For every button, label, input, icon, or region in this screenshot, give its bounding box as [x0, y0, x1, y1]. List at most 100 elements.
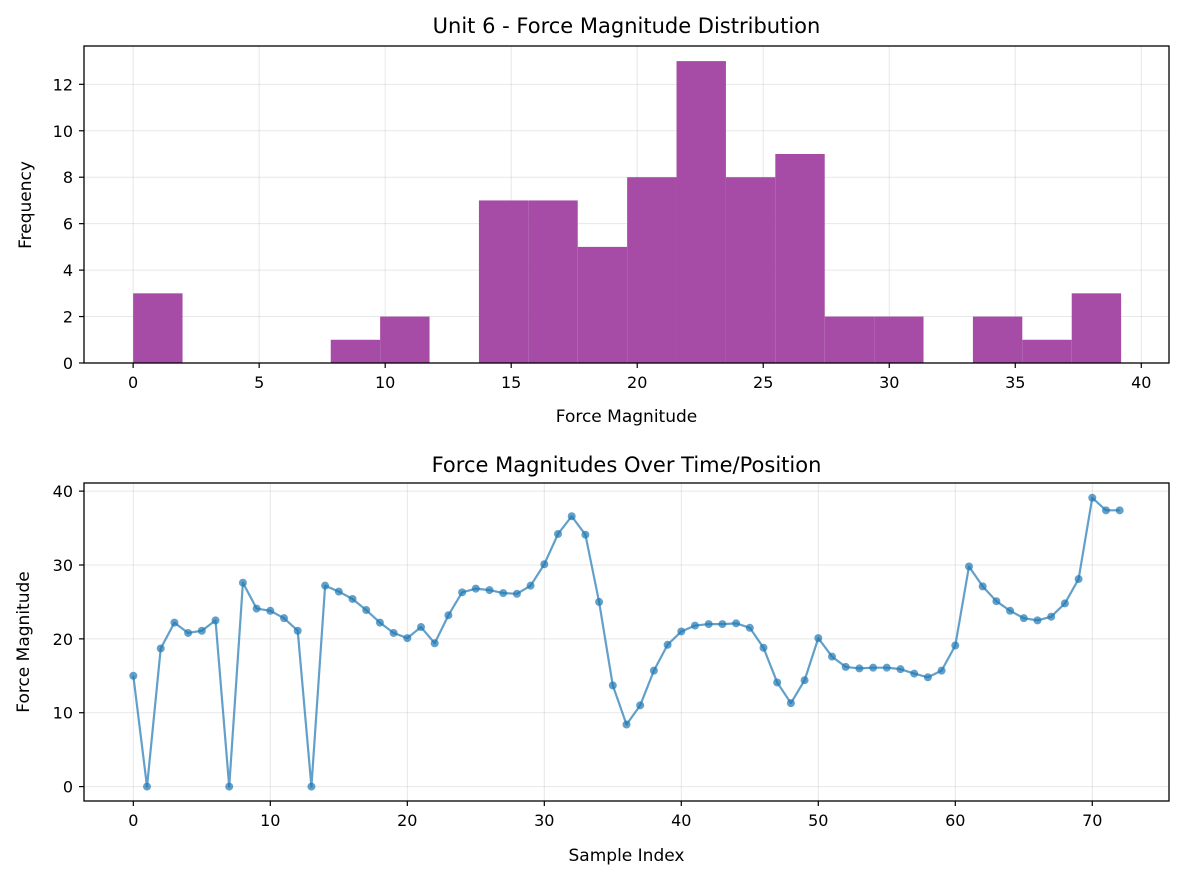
data-point: [1101, 506, 1110, 515]
data-point: [773, 678, 782, 687]
data-point: [1060, 599, 1069, 608]
data-point: [471, 584, 480, 593]
x-tick-label: 50: [808, 811, 828, 830]
data-point: [677, 627, 686, 636]
histogram-y-ticks: 0 2 4 6 8 10 12: [53, 75, 84, 373]
x-tick-label: 0: [128, 811, 138, 830]
line-chart-x-ticks: 0 10 20 30 40 50 60 70: [128, 801, 1102, 830]
y-tick-label: 4: [63, 261, 73, 280]
y-tick-label: 6: [63, 215, 73, 234]
data-point: [362, 606, 371, 615]
histogram-bars: [133, 61, 1122, 363]
data-point: [608, 681, 617, 690]
data-point: [129, 671, 138, 680]
data-point: [937, 666, 946, 675]
data-point: [595, 597, 604, 606]
line-chart-y-ticks: 0 10 20 30 40: [53, 482, 84, 797]
data-point: [1006, 606, 1015, 615]
data-point: [184, 628, 193, 637]
data-point: [1115, 506, 1124, 515]
histogram-bar: [775, 153, 825, 363]
histogram-title: Unit 6 - Force Magnitude Distribution: [433, 14, 821, 38]
line-chart-axes-frame: [83, 482, 1170, 802]
data-point: [156, 644, 165, 653]
line-chart-series: [129, 493, 1124, 791]
data-point: [554, 529, 563, 538]
data-point: [896, 665, 905, 674]
y-tick-label: 8: [63, 168, 73, 187]
line-chart-x-label: Sample Index: [569, 846, 685, 866]
y-tick-label: 10: [53, 704, 73, 723]
data-point: [732, 619, 741, 628]
x-tick-label: 60: [945, 811, 965, 830]
data-point: [307, 782, 316, 791]
data-point: [321, 581, 330, 590]
y-tick-label: 10: [53, 122, 73, 141]
histogram-bar: [725, 177, 776, 363]
data-point: [567, 512, 576, 521]
line-chart: Force Magnitudes Over Time/Position 0 10 2…: [14, 453, 1170, 866]
data-point: [800, 676, 809, 685]
data-point: [499, 589, 508, 598]
data-point: [444, 611, 453, 620]
data-point: [280, 614, 289, 623]
data-point: [622, 720, 631, 729]
data-point: [1088, 493, 1097, 502]
data-point: [759, 643, 768, 652]
x-tick-label: 35: [1005, 373, 1025, 392]
line-chart-grid: [84, 483, 1169, 801]
histogram-bar: [1071, 293, 1122, 363]
histogram-bar: [577, 246, 628, 363]
data-point: [252, 604, 261, 613]
histogram-axes-frame: [83, 45, 1170, 364]
y-tick-label: 2: [63, 308, 73, 327]
data-point: [512, 589, 521, 598]
histogram-y-label: Frequency: [16, 161, 36, 249]
data-point: [238, 578, 247, 587]
data-point: [951, 641, 960, 650]
histogram-x-ticks: 0 5 10 15 20 25 30 35 40: [128, 363, 1151, 392]
data-point: [992, 597, 1001, 606]
data-point: [649, 666, 658, 675]
x-tick-label: 25: [753, 373, 773, 392]
data-point: [841, 662, 850, 671]
data-point: [1019, 614, 1028, 623]
histogram-bar: [676, 61, 726, 363]
data-point: [663, 640, 672, 649]
y-tick-label: 0: [63, 354, 73, 373]
data-point: [540, 560, 549, 569]
data-point: [1074, 575, 1083, 584]
histogram-bar: [824, 316, 875, 363]
data-point: [334, 587, 343, 596]
data-point: [690, 621, 699, 630]
histogram-bar: [380, 316, 430, 363]
data-point: [225, 782, 234, 791]
x-tick-label: 30: [879, 373, 899, 392]
data-point: [197, 626, 206, 635]
data-point: [910, 669, 919, 678]
y-tick-label: 0: [63, 778, 73, 797]
data-point: [869, 663, 878, 672]
histogram-x-label: Force Magnitude: [556, 407, 697, 427]
data-point: [978, 582, 987, 591]
y-tick-label: 40: [53, 482, 73, 501]
data-point: [581, 530, 590, 539]
data-point: [704, 620, 713, 629]
data-point: [882, 663, 891, 672]
data-point: [855, 664, 864, 673]
data-point: [718, 620, 727, 629]
data-point: [389, 628, 398, 637]
data-point: [266, 606, 275, 615]
histogram-bar: [133, 293, 183, 363]
line-chart-y-label: Force Magnitude: [14, 571, 34, 712]
data-point: [211, 616, 220, 625]
histogram-bar: [972, 316, 1023, 363]
histogram-bar: [478, 200, 529, 363]
histogram-chart: Unit 6 - Force Magnitude Distribution 0 5…: [16, 14, 1170, 427]
data-point: [485, 586, 494, 595]
y-tick-label: 20: [53, 630, 73, 649]
histogram-bar: [1022, 339, 1072, 363]
histogram-bar: [330, 339, 381, 363]
